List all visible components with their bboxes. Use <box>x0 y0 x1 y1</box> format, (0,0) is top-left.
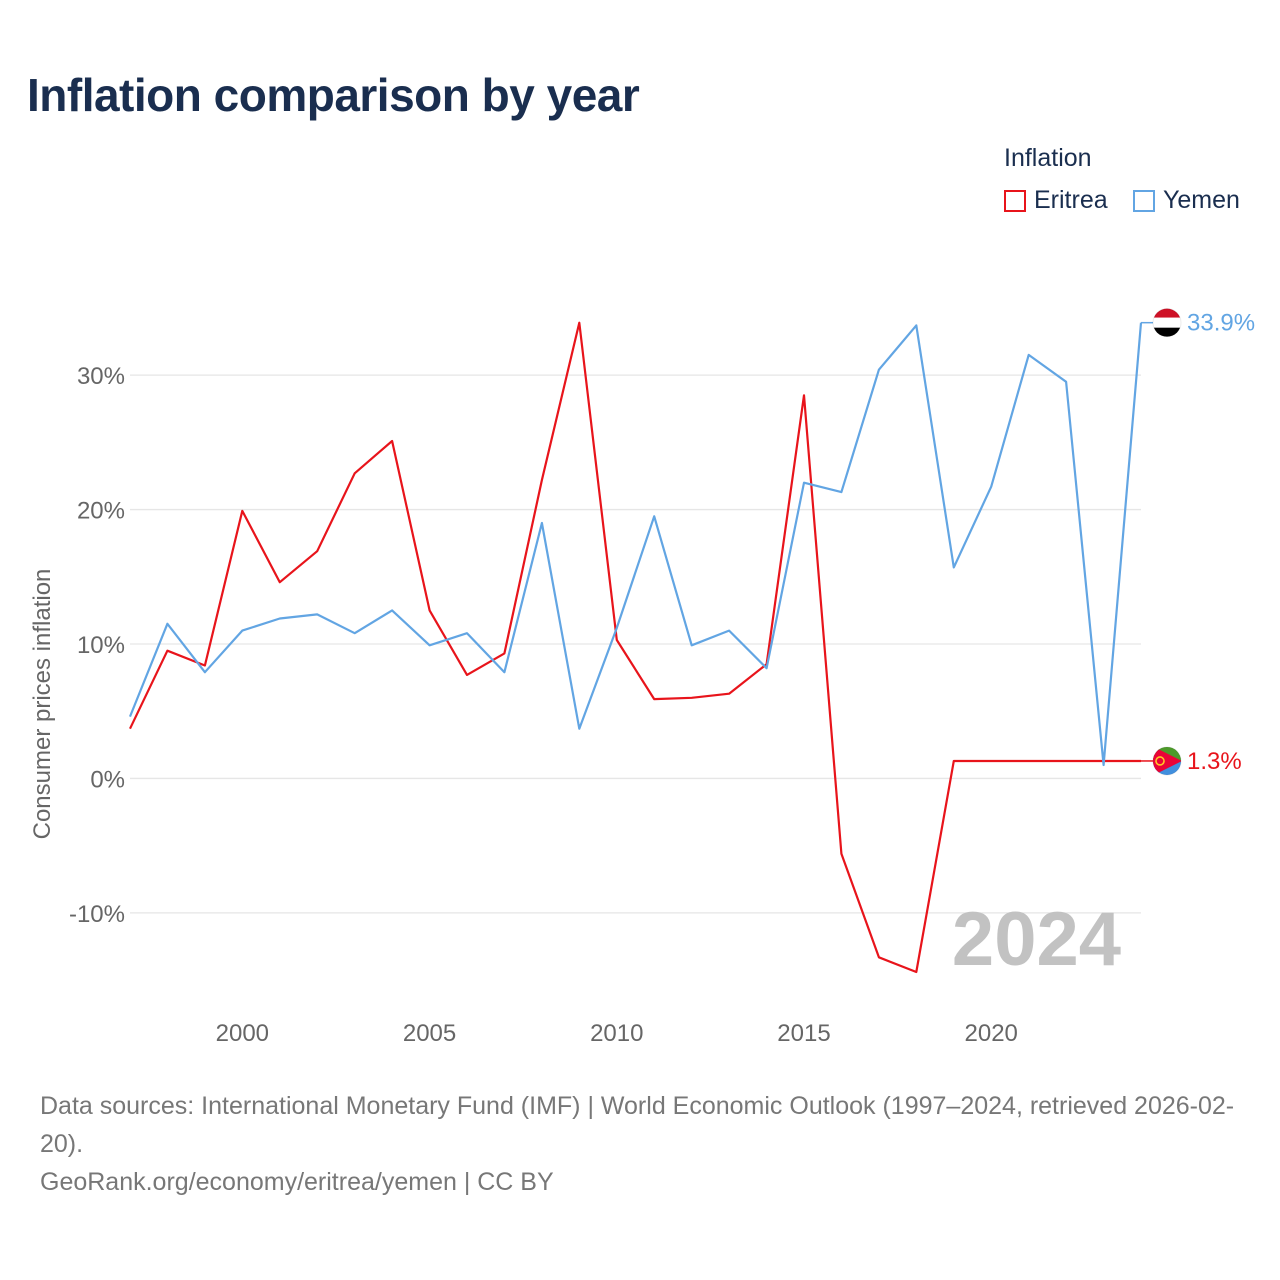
legend-item-eritrea[interactable]: Eritrea <box>1004 186 1108 215</box>
footer-sources: Data sources: International Monetary Fun… <box>40 1092 1235 1158</box>
year-watermark: 2024 <box>952 897 1121 982</box>
legend-label-yemen: Yemen <box>1163 186 1240 214</box>
flag-eritrea-icon <box>1152 746 1182 776</box>
footer-credit: GeoRank.org/economy/eritrea/yemen | CC B… <box>40 1168 554 1196</box>
x-tick-label: 2000 <box>216 1020 269 1047</box>
legend-item-yemen[interactable]: Yemen <box>1133 186 1240 215</box>
legend-swatch-yemen <box>1133 189 1155 212</box>
end-value-label-eritrea: 1.3% <box>1187 748 1242 775</box>
legend-label-eritrea: Eritrea <box>1034 186 1108 214</box>
series-line-yemen <box>128 322 1143 767</box>
y-axis-title: Consumer prices inflation <box>29 569 56 840</box>
y-tick-label: -10% <box>69 901 125 928</box>
flag-yemen-icon <box>1152 308 1182 338</box>
x-tick-label: 2005 <box>403 1020 456 1047</box>
x-tick-label: 2010 <box>590 1020 643 1047</box>
chart-title: Inflation comparison by year <box>27 69 640 121</box>
y-tick-label: 0% <box>90 766 125 793</box>
end-value-label-yemen: 33.9% <box>1187 310 1255 337</box>
legend-swatch-eritrea <box>1004 189 1026 212</box>
x-tick-label: 2015 <box>777 1020 830 1047</box>
x-tick-label: 2020 <box>965 1020 1018 1047</box>
series-line-eritrea <box>129 321 1141 974</box>
legend-title: Inflation <box>1004 144 1092 172</box>
y-tick-label: 10% <box>77 632 125 659</box>
y-tick-label: 30% <box>77 363 125 390</box>
y-tick-label: 20% <box>77 498 125 525</box>
